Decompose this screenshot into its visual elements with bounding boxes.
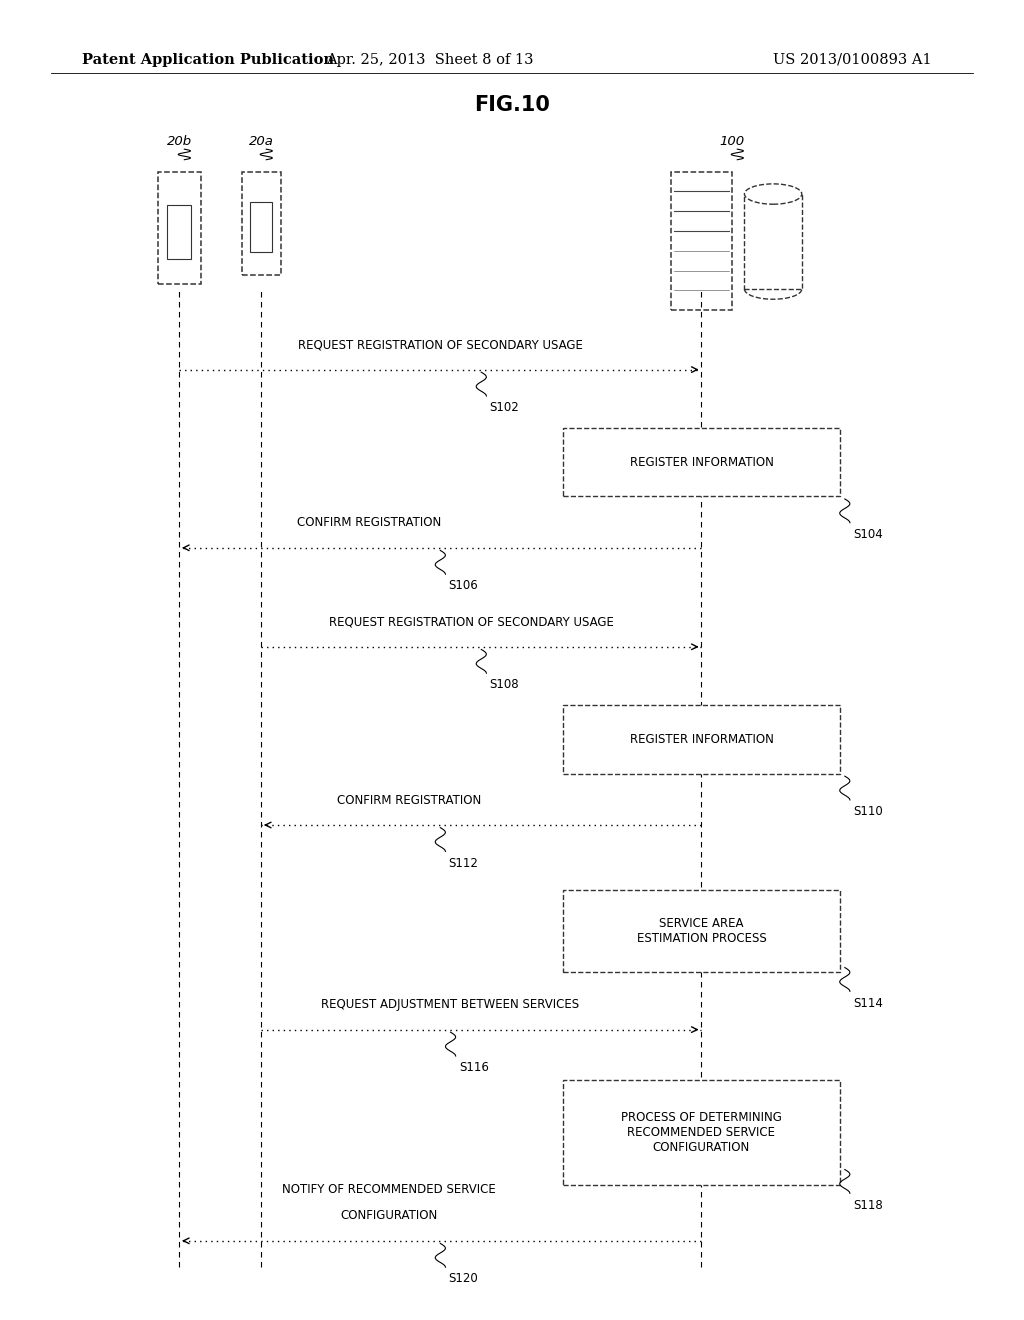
Text: REGISTER INFORMATION: REGISTER INFORMATION xyxy=(630,733,773,746)
Text: Apr. 25, 2013  Sheet 8 of 13: Apr. 25, 2013 Sheet 8 of 13 xyxy=(327,53,534,67)
Text: NOTIFY OF RECOMMENDED SERVICE: NOTIFY OF RECOMMENDED SERVICE xyxy=(283,1183,496,1196)
Text: 20b: 20b xyxy=(167,135,191,148)
Bar xyxy=(158,172,201,284)
Text: 100: 100 xyxy=(720,135,744,148)
Text: REQUEST ADJUSTMENT BETWEEN SERVICES: REQUEST ADJUSTMENT BETWEEN SERVICES xyxy=(322,998,580,1011)
Bar xyxy=(242,172,281,275)
Bar xyxy=(563,890,840,972)
Bar xyxy=(251,202,271,252)
Text: S118: S118 xyxy=(853,1199,883,1212)
Text: 20a: 20a xyxy=(249,135,273,148)
Bar xyxy=(563,705,840,774)
Text: REGISTER INFORMATION: REGISTER INFORMATION xyxy=(630,455,773,469)
Bar xyxy=(563,428,840,496)
Text: FIG.10: FIG.10 xyxy=(474,95,550,115)
Text: S116: S116 xyxy=(459,1061,488,1074)
Text: SERVICE AREA
ESTIMATION PROCESS: SERVICE AREA ESTIMATION PROCESS xyxy=(637,916,766,945)
Text: S112: S112 xyxy=(449,857,478,870)
Text: CONFIRM REGISTRATION: CONFIRM REGISTRATION xyxy=(297,516,440,529)
Text: S108: S108 xyxy=(489,678,519,692)
Bar xyxy=(671,172,732,310)
Text: S110: S110 xyxy=(853,805,883,818)
Bar xyxy=(744,194,802,289)
Text: S120: S120 xyxy=(449,1272,478,1286)
Text: US 2013/0100893 A1: US 2013/0100893 A1 xyxy=(773,53,932,67)
Text: REQUEST REGISTRATION OF SECONDARY USAGE: REQUEST REGISTRATION OF SECONDARY USAGE xyxy=(298,338,583,351)
Bar xyxy=(167,205,191,259)
Text: CONFIRM REGISTRATION: CONFIRM REGISTRATION xyxy=(338,793,481,807)
Text: CONFIGURATION: CONFIGURATION xyxy=(341,1209,437,1222)
Text: Patent Application Publication: Patent Application Publication xyxy=(82,53,334,67)
Text: S114: S114 xyxy=(853,997,883,1010)
Text: REQUEST REGISTRATION OF SECONDARY USAGE: REQUEST REGISTRATION OF SECONDARY USAGE xyxy=(329,615,613,628)
Text: S104: S104 xyxy=(853,528,883,541)
Text: PROCESS OF DETERMINING
RECOMMENDED SERVICE
CONFIGURATION: PROCESS OF DETERMINING RECOMMENDED SERVI… xyxy=(621,1111,782,1154)
Ellipse shape xyxy=(744,183,802,205)
Text: S106: S106 xyxy=(449,579,478,593)
Bar xyxy=(563,1080,840,1185)
Text: S102: S102 xyxy=(489,401,519,414)
